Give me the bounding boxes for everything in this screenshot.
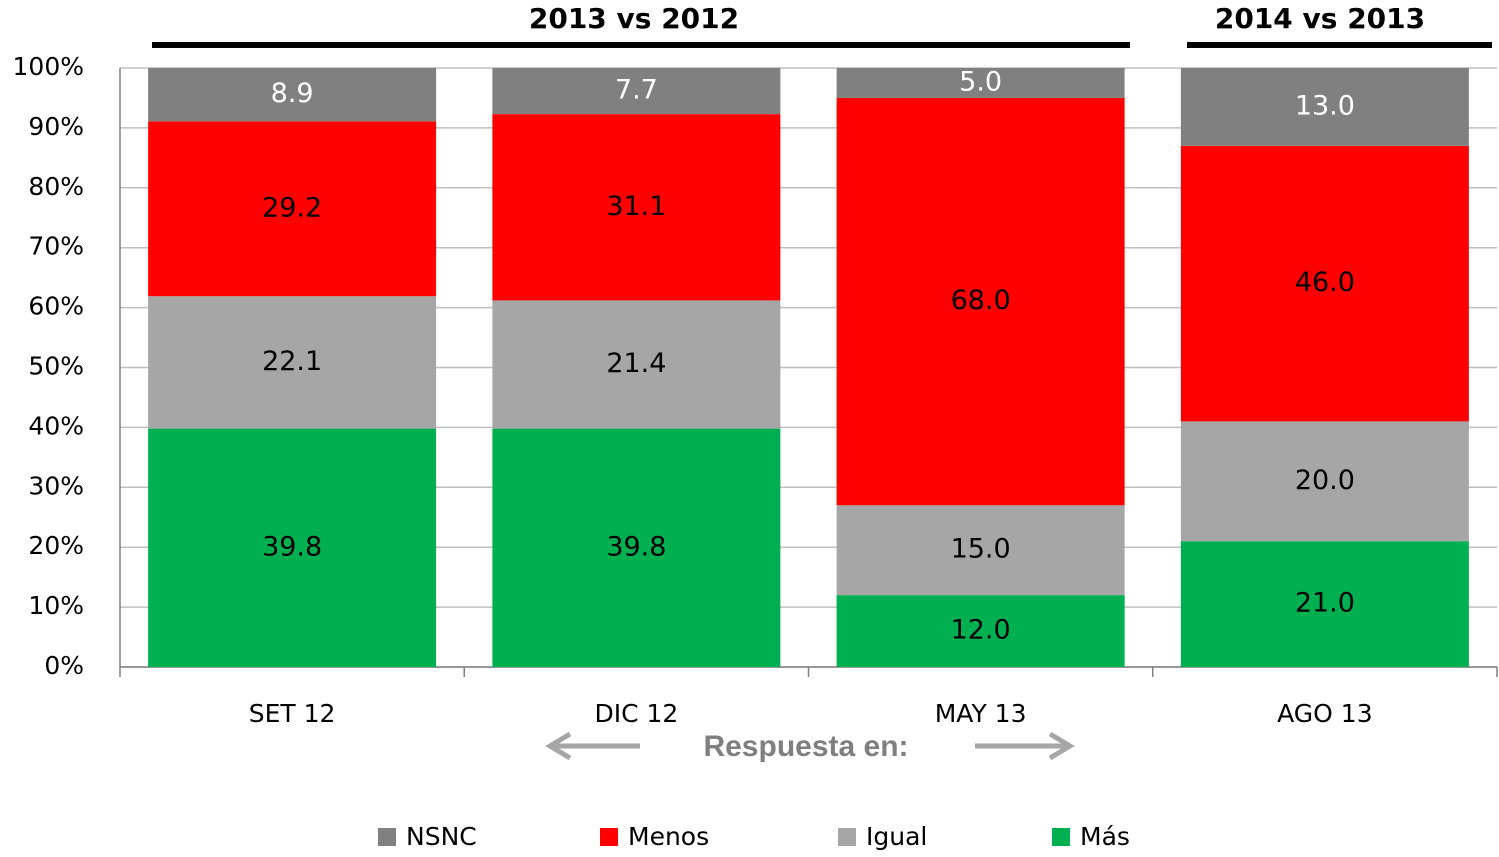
bar-segment bbox=[1180, 68, 1469, 146]
bar-segment bbox=[836, 595, 1125, 667]
data-label: 7.7 bbox=[615, 75, 658, 106]
data-label: 21.0 bbox=[1295, 588, 1355, 619]
legend-swatch bbox=[1052, 828, 1070, 846]
data-label: 39.8 bbox=[262, 531, 322, 562]
y-tick-label: 90% bbox=[28, 112, 84, 141]
x-tick-label: AGO 13 bbox=[1277, 699, 1372, 728]
y-tick-label: 40% bbox=[28, 411, 84, 440]
arrows bbox=[545, 731, 1075, 761]
bar-segment bbox=[492, 300, 781, 429]
bar-segment bbox=[148, 428, 437, 667]
legend-label: NSNC bbox=[406, 822, 477, 851]
x-tick-label: DIC 12 bbox=[594, 699, 678, 728]
bar-segment bbox=[836, 505, 1125, 596]
bar-segment bbox=[148, 68, 437, 122]
annotation: Respuesta en: bbox=[703, 730, 908, 763]
data-label: 46.0 bbox=[1295, 267, 1355, 298]
y-tick-label: 80% bbox=[28, 172, 84, 201]
bar-segment bbox=[836, 97, 1125, 506]
y-tick-label: 30% bbox=[28, 471, 84, 500]
bar-segment bbox=[148, 121, 437, 297]
y-tick-label: 10% bbox=[28, 591, 84, 620]
data-label: 13.0 bbox=[1295, 90, 1355, 121]
data-label: 22.1 bbox=[262, 346, 322, 377]
bar-segment bbox=[1180, 541, 1469, 667]
bar-segment bbox=[1180, 421, 1469, 542]
annotation: 2013 vs 2012 bbox=[529, 2, 739, 35]
data-label: 8.9 bbox=[271, 78, 314, 109]
data-label: 39.8 bbox=[606, 531, 666, 562]
y-tick-label: 50% bbox=[28, 352, 84, 381]
data-label: 5.0 bbox=[959, 66, 1002, 97]
legend-swatch bbox=[378, 828, 396, 846]
bar-segment bbox=[492, 114, 781, 301]
x-tick-label: MAY 13 bbox=[935, 699, 1027, 728]
y-tick-label: 100% bbox=[13, 52, 84, 81]
legend-label: Más bbox=[1080, 822, 1130, 851]
bar-segment bbox=[492, 428, 781, 667]
data-label: 29.2 bbox=[262, 192, 322, 223]
y-tick-label: 70% bbox=[28, 232, 84, 261]
legend-label: Menos bbox=[628, 822, 709, 851]
legend-swatch bbox=[838, 828, 856, 846]
bar-segment bbox=[148, 296, 437, 429]
bar-segment bbox=[492, 68, 781, 115]
data-label: 31.1 bbox=[606, 191, 666, 222]
data-label: 21.4 bbox=[606, 348, 666, 379]
x-tick-label: SET 12 bbox=[249, 699, 336, 728]
y-tick-label: 0% bbox=[44, 651, 84, 680]
y-tick-label: 60% bbox=[28, 292, 84, 321]
data-label: 68.0 bbox=[951, 285, 1011, 316]
data-label: 12.0 bbox=[951, 615, 1011, 646]
y-tick-label: 20% bbox=[28, 531, 84, 560]
bar-segment bbox=[1180, 145, 1469, 422]
data-label: 20.0 bbox=[1295, 465, 1355, 496]
legend-label: Igual bbox=[866, 822, 927, 851]
data-label: 15.0 bbox=[951, 534, 1011, 565]
legend-swatch bbox=[600, 828, 618, 846]
annotation: 2014 vs 2013 bbox=[1215, 2, 1425, 35]
bar-segment bbox=[836, 68, 1125, 98]
